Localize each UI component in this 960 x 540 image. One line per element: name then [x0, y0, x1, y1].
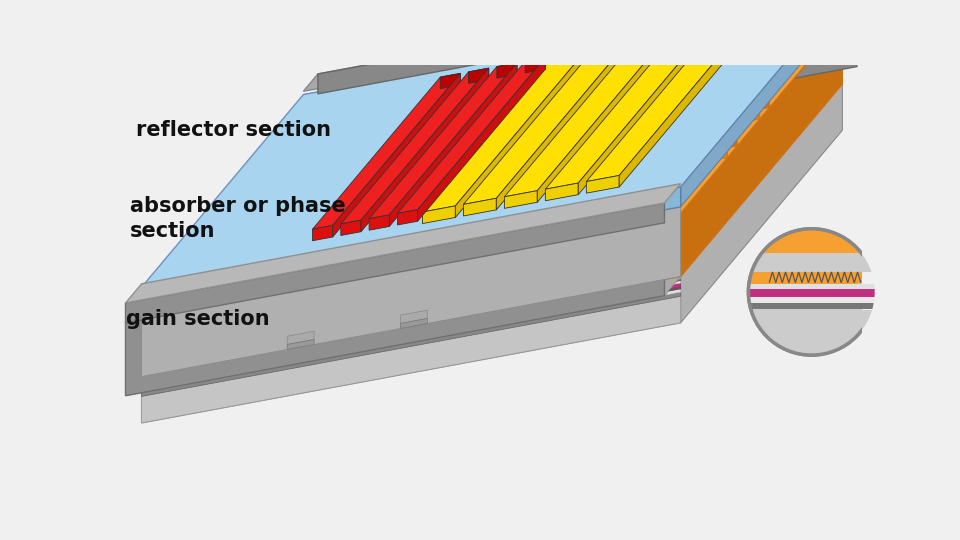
Polygon shape — [441, 73, 461, 89]
Polygon shape — [496, 38, 631, 210]
Polygon shape — [341, 68, 489, 224]
Polygon shape — [369, 215, 390, 230]
Polygon shape — [126, 184, 681, 303]
Wedge shape — [749, 229, 874, 303]
Polygon shape — [538, 31, 671, 202]
Polygon shape — [142, 276, 681, 379]
Polygon shape — [303, 21, 842, 184]
Polygon shape — [126, 204, 681, 323]
Polygon shape — [400, 319, 427, 328]
Polygon shape — [422, 206, 455, 224]
Polygon shape — [221, 101, 770, 213]
Polygon shape — [142, 281, 681, 383]
Circle shape — [749, 229, 875, 355]
Polygon shape — [468, 68, 489, 83]
Polygon shape — [578, 23, 712, 194]
Text: gain section: gain section — [127, 309, 270, 329]
Polygon shape — [142, 296, 681, 423]
Polygon shape — [142, 0, 842, 287]
Polygon shape — [341, 220, 361, 235]
Polygon shape — [142, 287, 681, 389]
Polygon shape — [126, 276, 681, 396]
Polygon shape — [313, 73, 461, 229]
Bar — [749, 284, 875, 289]
Polygon shape — [400, 310, 427, 323]
Polygon shape — [303, 0, 857, 114]
Polygon shape — [619, 16, 754, 187]
Polygon shape — [397, 58, 545, 213]
Polygon shape — [303, 0, 857, 111]
Polygon shape — [390, 63, 517, 226]
Polygon shape — [142, 292, 681, 396]
Polygon shape — [504, 191, 538, 208]
Polygon shape — [199, 139, 737, 246]
Polygon shape — [318, 0, 857, 167]
Polygon shape — [318, 0, 857, 94]
Polygon shape — [142, 84, 842, 376]
Text: absorber or phase
section: absorber or phase section — [131, 197, 346, 241]
Polygon shape — [221, 112, 760, 219]
Polygon shape — [464, 198, 496, 216]
Polygon shape — [142, 276, 681, 423]
Polygon shape — [587, 176, 619, 193]
Polygon shape — [455, 46, 589, 218]
Polygon shape — [397, 210, 418, 225]
Polygon shape — [188, 151, 728, 258]
Polygon shape — [142, 21, 842, 314]
Polygon shape — [418, 58, 545, 221]
Polygon shape — [361, 68, 489, 232]
Bar — [749, 221, 875, 272]
Polygon shape — [598, 38, 631, 56]
Polygon shape — [126, 203, 664, 323]
Bar — [749, 289, 875, 296]
Polygon shape — [313, 225, 333, 241]
Polygon shape — [681, 84, 842, 323]
Polygon shape — [287, 340, 314, 349]
Polygon shape — [721, 16, 754, 33]
Polygon shape — [681, 0, 842, 207]
Polygon shape — [369, 63, 517, 219]
Polygon shape — [504, 31, 671, 197]
Polygon shape — [126, 223, 664, 396]
Polygon shape — [230, 101, 770, 208]
Polygon shape — [525, 58, 545, 73]
Polygon shape — [464, 38, 631, 204]
Polygon shape — [545, 23, 712, 189]
Polygon shape — [545, 183, 578, 201]
Polygon shape — [680, 23, 712, 41]
Polygon shape — [142, 283, 681, 387]
Polygon shape — [303, 0, 857, 91]
Bar — [749, 309, 875, 355]
Polygon shape — [142, 213, 681, 376]
Bar — [749, 295, 875, 303]
Polygon shape — [303, 0, 842, 114]
Text: reflector section: reflector section — [136, 120, 331, 140]
Polygon shape — [142, 289, 681, 392]
Polygon shape — [287, 331, 314, 345]
Polygon shape — [188, 139, 737, 251]
Polygon shape — [497, 63, 517, 78]
Polygon shape — [681, 21, 842, 276]
Polygon shape — [557, 46, 589, 64]
Polygon shape — [142, 204, 681, 376]
Bar — [749, 222, 875, 253]
Polygon shape — [422, 46, 589, 212]
Polygon shape — [333, 73, 461, 237]
Bar — [749, 303, 875, 309]
Polygon shape — [142, 187, 681, 307]
Polygon shape — [638, 31, 671, 49]
Polygon shape — [142, 279, 681, 381]
Polygon shape — [587, 16, 754, 181]
